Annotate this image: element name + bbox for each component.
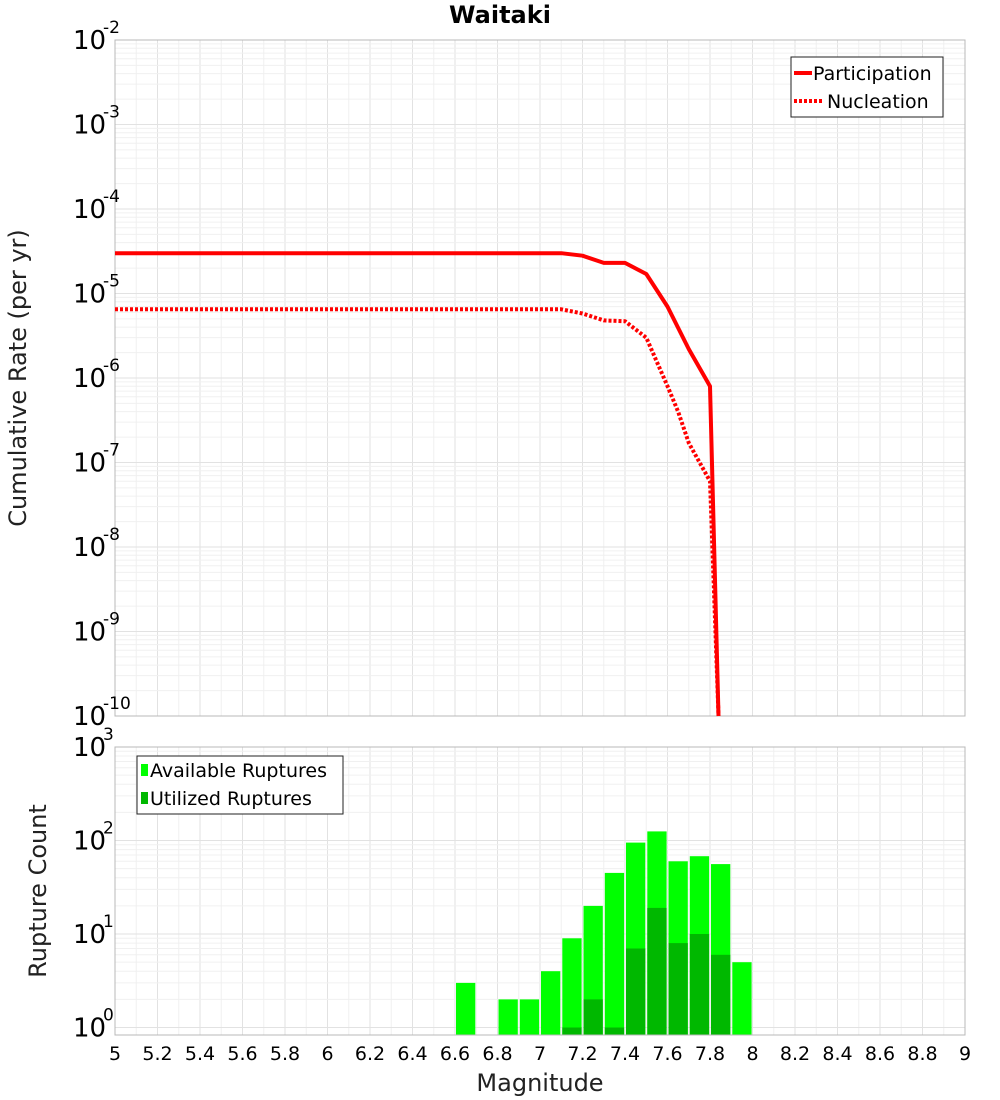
available-ruptures-bar	[732, 962, 752, 1035]
available-ruptures-bar	[456, 982, 476, 1035]
top-legend: Participation Nucleation	[790, 56, 944, 118]
x-tick-label: 7.8	[695, 1043, 725, 1065]
chart-title: Waitaki	[449, 1, 551, 29]
x-tick-label: 5.8	[270, 1043, 300, 1065]
x-tick-label: 6.4	[397, 1043, 427, 1065]
bottom-plot-frame	[114, 746, 966, 1036]
top-y-tick-label: 10	[73, 111, 106, 141]
legend-available-label: Available Ruptures	[150, 760, 327, 782]
x-tick-label: 6.6	[440, 1043, 470, 1065]
x-tick-label: 6	[321, 1043, 333, 1065]
top-y-tick-exponent: -7	[103, 441, 120, 461]
x-tick-label: 8.6	[865, 1043, 895, 1065]
top-plot-frame	[114, 39, 966, 717]
bottom-legend: Available Ruptures Utilized Ruptures	[136, 755, 344, 815]
available-ruptures-bar	[604, 872, 625, 1035]
legend-participation-label: Participation	[813, 63, 932, 85]
top-y-tick-exponent: -5	[103, 272, 120, 292]
available-ruptures-bar	[498, 999, 518, 1035]
series-participation-line	[115, 251, 721, 717]
x-tick-label: 6.2	[355, 1043, 385, 1065]
legend-utilized-swatch	[141, 792, 148, 804]
top-plot-grid	[114, 40, 966, 717]
top-y-tick-label: 10	[73, 26, 106, 56]
x-tick-label: 5	[109, 1043, 121, 1065]
utilized-ruptures-bar	[562, 1027, 582, 1035]
x-tick-label: 7.2	[567, 1043, 597, 1065]
top-y-tick-exponent: -6	[103, 356, 120, 376]
x-tick-label: 5.6	[227, 1043, 257, 1065]
top-y-tick-label: 10	[73, 364, 106, 394]
bottom-y-tick-exponent: 2	[103, 819, 114, 839]
x-tick-label: 5.2	[142, 1043, 172, 1065]
bottom-y-tick-label: 10	[73, 920, 106, 950]
series-nucleation-line	[115, 307, 721, 717]
top-y-tick-exponent: -4	[103, 187, 120, 207]
top-y-tick-exponent: -9	[103, 610, 120, 630]
top-y-tick-label: 10	[73, 280, 106, 310]
x-tick-labels: 5 5.2 5.4 5.6 5.8 6 6.2 6.4 6.6 6.8 7 7.2 7.4 7.6 7.8 8…	[109, 1043, 971, 1065]
top-y-tick-exponent: -2	[103, 18, 120, 38]
top-y-tick-exponent: -8	[103, 525, 120, 545]
top-plot-series	[115, 251, 721, 717]
x-tick-label: 7.4	[610, 1043, 640, 1065]
bottom-plot-grid	[114, 747, 966, 1035]
top-y-tick-label: 10	[73, 449, 106, 479]
bottom-y-tick-label: 10	[73, 827, 106, 857]
x-axis-label: Magnitude	[476, 1069, 603, 1097]
utilized-ruptures-bar	[711, 954, 731, 1035]
bottom-y-tick-exponent: 1	[103, 912, 114, 932]
bottom-y-tick-exponent: 3	[103, 725, 114, 745]
top-y-tick-label: 10	[73, 533, 106, 563]
top-y-tick-exponent: -3	[103, 103, 120, 123]
available-ruptures-bar	[562, 938, 582, 1035]
top-y-tick-label: 10	[73, 195, 106, 225]
available-ruptures-bar	[519, 999, 540, 1035]
top-y-tick-exponent: -10	[103, 694, 131, 714]
bottom-legend-box	[136, 755, 344, 815]
x-tick-label: 5.4	[185, 1043, 215, 1065]
bottom-y-tick-label: 10	[73, 733, 106, 763]
legend-available-swatch	[141, 764, 148, 776]
x-tick-label: 8.4	[822, 1043, 852, 1065]
bottom-plot-bars	[456, 831, 752, 1035]
legend-nucleation-label: Nucleation	[827, 91, 929, 113]
utilized-ruptures-bar	[647, 907, 667, 1035]
bottom-y-axis-label: Rupture Count	[24, 804, 52, 978]
utilized-ruptures-bar	[583, 999, 603, 1035]
top-y-tick-label: 10	[73, 702, 106, 732]
x-tick-label: 6.8	[482, 1043, 512, 1065]
x-tick-label: 8.2	[780, 1043, 810, 1065]
utilized-ruptures-bar	[604, 1027, 625, 1035]
top-y-axis-label: Cumulative Rate (per yr)	[4, 229, 32, 527]
x-tick-label: 8	[746, 1043, 758, 1065]
utilized-ruptures-bar	[689, 934, 710, 1035]
x-tick-label: 7	[534, 1043, 546, 1065]
legend-utilized-label: Utilized Ruptures	[150, 788, 312, 810]
utilized-ruptures-bar	[626, 948, 646, 1035]
utilized-ruptures-bar	[668, 943, 688, 1035]
bottom-y-tick-label: 10	[73, 1014, 106, 1044]
top-legend-box	[790, 56, 944, 118]
x-tick-label: 8.8	[907, 1043, 937, 1065]
top-y-tick-label: 10	[73, 618, 106, 648]
x-tick-label: 9	[959, 1043, 971, 1065]
bottom-y-tick-exponent: 0	[103, 1006, 114, 1026]
available-ruptures-bar	[541, 971, 561, 1035]
x-tick-label: 7.6	[652, 1043, 682, 1065]
